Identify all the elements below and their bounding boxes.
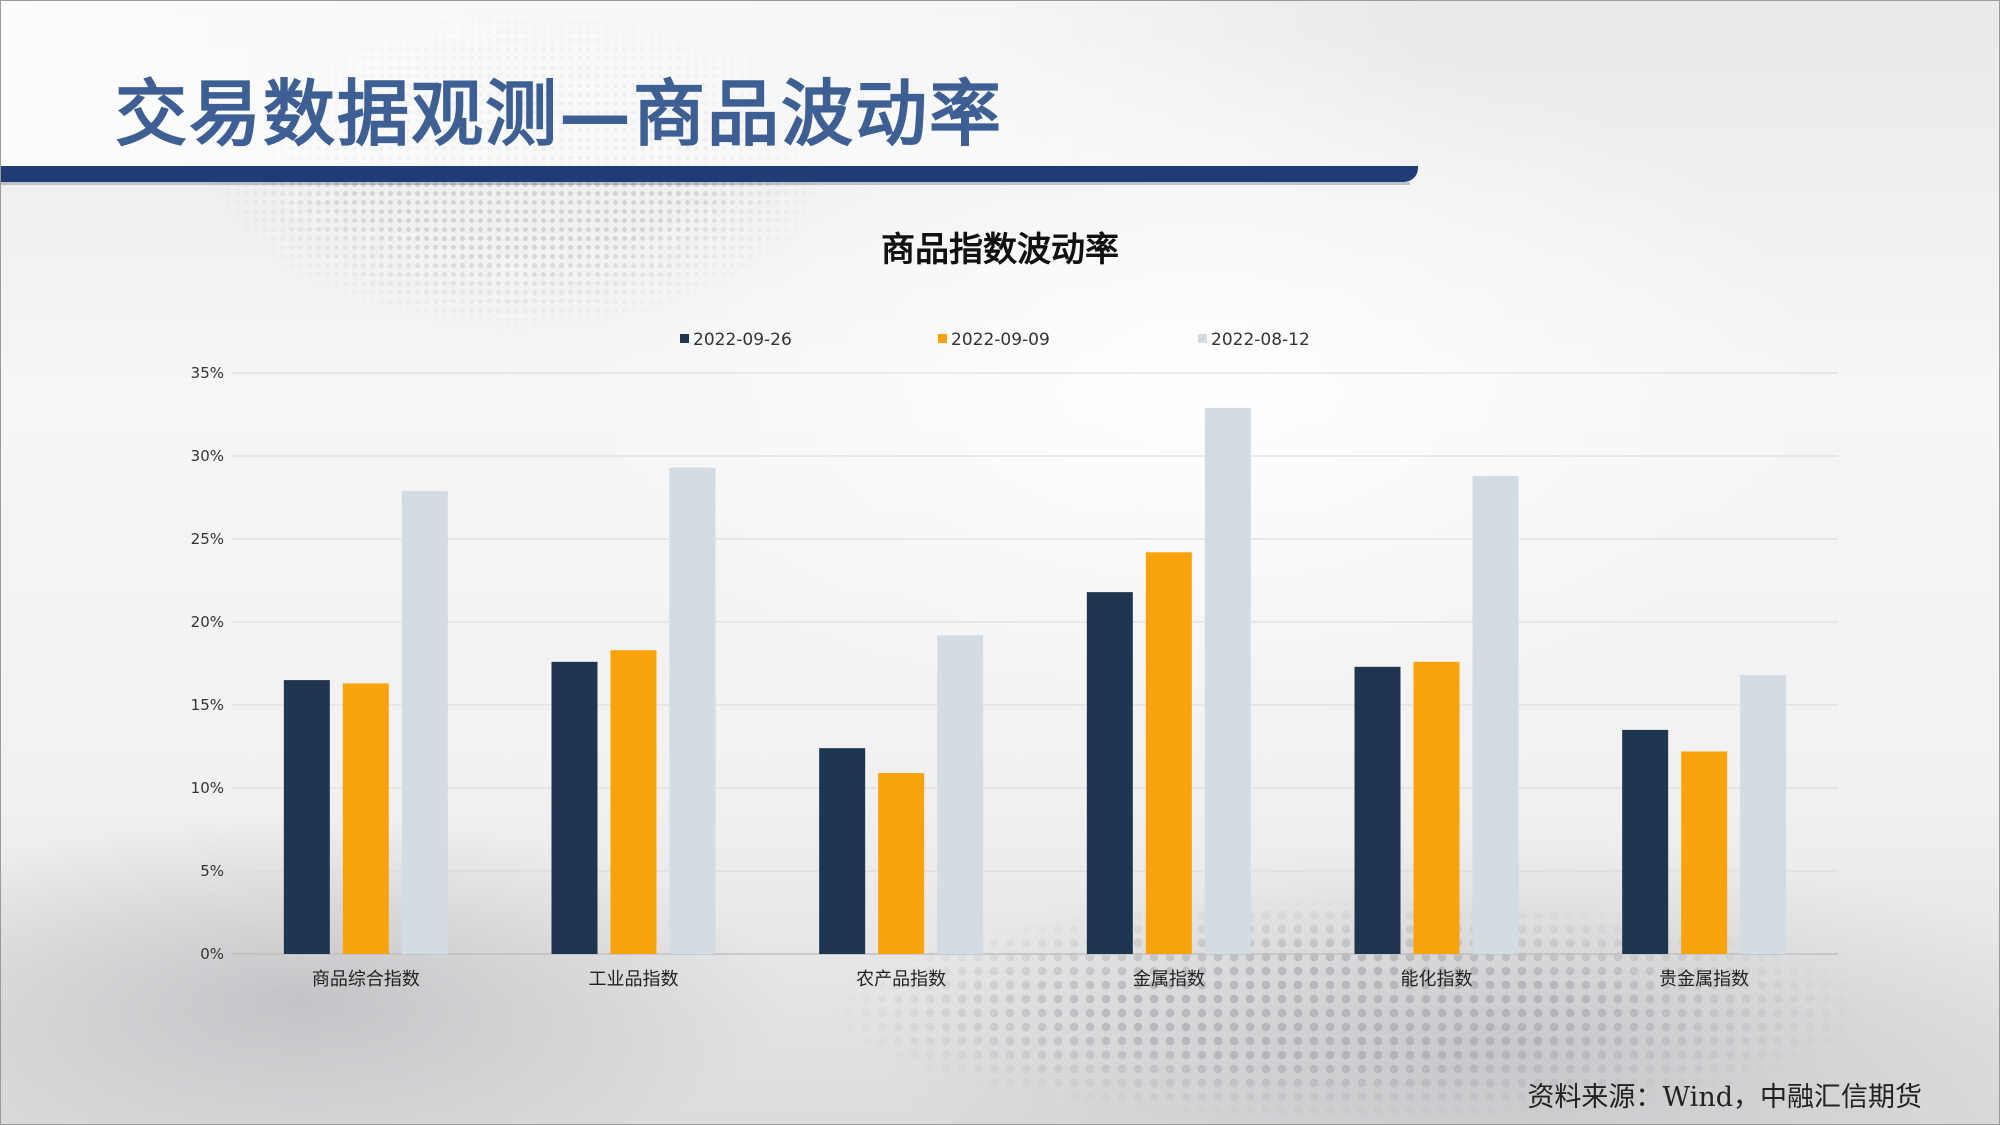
- legend-label: 2022-08-12: [1211, 330, 1310, 350]
- legend-swatch: [1198, 334, 1207, 343]
- chart-y-axis: 0% 5% 10% 15% 20% 25% 30% 35%: [191, 364, 224, 963]
- bar: [342, 683, 389, 954]
- bar: [937, 635, 984, 954]
- x-category-label: 农产品指数: [856, 969, 946, 990]
- y-tick-label: 5%: [200, 862, 224, 880]
- page-title: 交易数据观测—商品波动率: [115, 71, 1004, 156]
- x-category-label: 贵金属指数: [1659, 969, 1749, 990]
- legend-swatch: [680, 334, 689, 343]
- x-category-label: 商品综合指数: [312, 969, 420, 990]
- bar: [1145, 552, 1192, 954]
- bar: [819, 748, 866, 954]
- bar: [1622, 729, 1669, 954]
- source-note: 资料来源：Wind，中融汇信期货: [1527, 1082, 1922, 1113]
- legend-swatch: [938, 334, 947, 343]
- bar: [401, 490, 448, 954]
- y-tick-label: 0%: [200, 945, 224, 963]
- chart-title: 商品指数波动率: [881, 230, 1119, 270]
- x-category-label: 工业品指数: [589, 969, 679, 990]
- bar: [1204, 407, 1251, 954]
- bar: [551, 661, 598, 954]
- y-tick-label: 35%: [191, 364, 224, 382]
- bar: [1472, 475, 1519, 954]
- bar: [1740, 675, 1787, 954]
- header-accent-shadow: [0, 182, 1410, 185]
- chart-bars: [283, 407, 1787, 954]
- bar: [283, 680, 330, 954]
- y-tick-label: 30%: [191, 447, 224, 465]
- legend-label: 2022-09-26: [693, 330, 792, 350]
- chart-legend: 2022-09-26 2022-09-09 2022-08-12: [680, 330, 1310, 350]
- y-tick-label: 10%: [191, 779, 224, 797]
- chart-gridlines: [232, 372, 1838, 955]
- y-tick-label: 25%: [191, 530, 224, 548]
- bar: [610, 650, 657, 954]
- legend-label: 2022-09-09: [951, 330, 1050, 350]
- bar: [878, 773, 925, 954]
- x-category-label: 能化指数: [1401, 969, 1473, 990]
- bar: [1681, 751, 1728, 954]
- y-tick-label: 15%: [191, 696, 224, 714]
- chart-x-axis: 商品综合指数 工业品指数 农产品指数 金属指数 能化指数 贵金属指数: [312, 969, 1749, 990]
- bar: [669, 467, 716, 954]
- bar: [1086, 592, 1133, 954]
- bar: [1354, 666, 1401, 954]
- header-accent-bar: [0, 166, 1418, 182]
- y-tick-label: 20%: [191, 613, 224, 631]
- header-band: [0, 0, 1430, 166]
- bar: [1413, 661, 1460, 954]
- x-category-label: 金属指数: [1133, 969, 1205, 990]
